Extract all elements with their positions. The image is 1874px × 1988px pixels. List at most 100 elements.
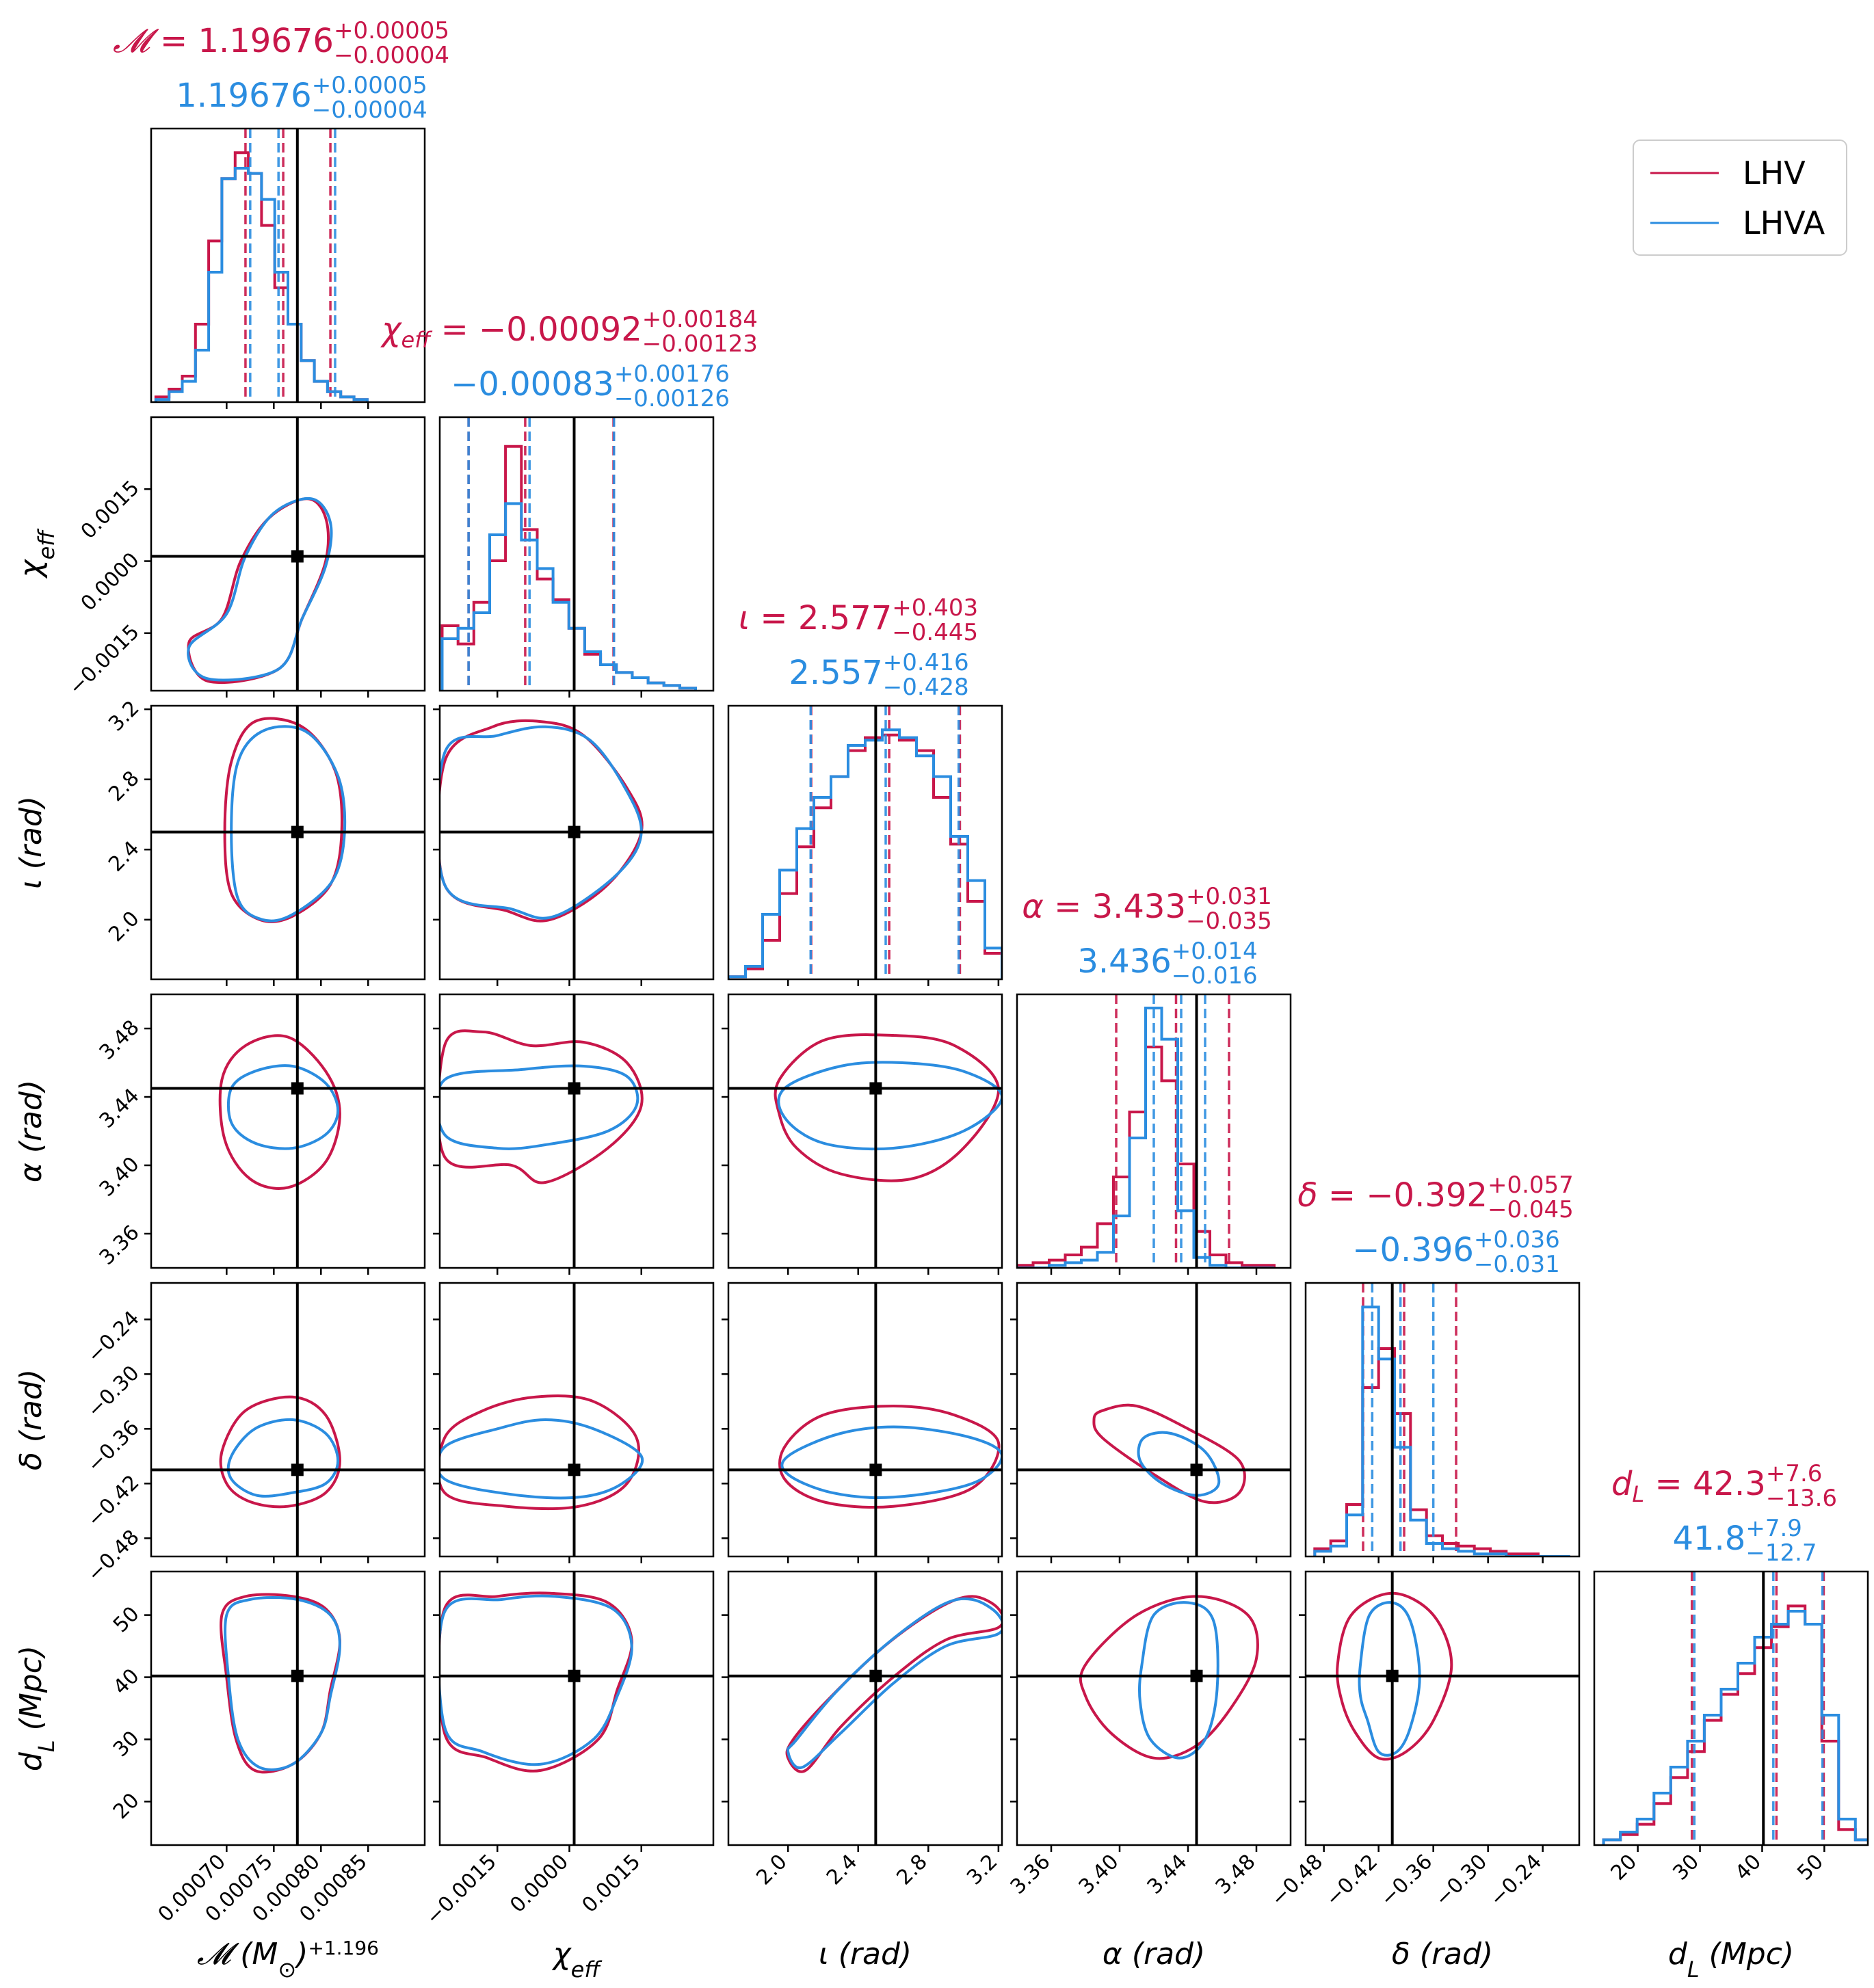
title-alpha-lhva: 3.436+0.014 −0.016	[1077, 938, 1257, 990]
legend-label-lhva: LHVA	[1743, 204, 1825, 241]
panel-frame	[438, 1570, 715, 1846]
y-tick-label-chi_eff-0: −0.0015	[64, 620, 144, 700]
panel-content	[728, 706, 1002, 979]
panel-content	[1602, 1572, 1868, 1845]
panel-frame	[150, 993, 426, 1269]
panel-content	[1313, 1283, 1570, 1556]
contour-lhv	[220, 1593, 341, 1774]
contour-lhv	[440, 1029, 644, 1184]
axis-label-x-dL: dL (Mpc)	[1668, 1937, 1794, 1983]
title-dL-lhv: dL = 42.3+7.6 −13.6	[1611, 1460, 1837, 1512]
contour-lhv	[218, 1034, 341, 1190]
panel-alpha-vs-chi_eff	[433, 993, 715, 1275]
truth-marker	[869, 1669, 882, 1682]
title-plus: +7.6	[1766, 1460, 1823, 1487]
legend-box	[1633, 140, 1847, 256]
title-plus: +7.9	[1745, 1515, 1802, 1542]
x-tick-label-delta-4: −0.24	[1486, 1850, 1547, 1911]
axis-label-main: χ	[552, 1937, 572, 1972]
title-minus: −0.045	[1488, 1196, 1574, 1223]
title-symbol: d	[1611, 1465, 1633, 1503]
panel-frame	[1016, 1570, 1292, 1846]
axis-label-sub: eff	[34, 528, 60, 560]
axis-label-main: δ (rad)	[14, 1369, 49, 1470]
histogram-lhv	[1313, 1347, 1570, 1556]
axis-label-main: ι (rad)	[14, 796, 49, 889]
title-median: 42.3	[1693, 1465, 1766, 1503]
title-iota-lhv: ι = 2.577+0.403 −0.445	[739, 594, 978, 646]
contour-lhv	[440, 1591, 633, 1773]
title-alpha-lhv: α = 3.433+0.031 −0.035	[1022, 883, 1272, 935]
panel-frame	[150, 1282, 426, 1558]
contour-lhva	[440, 1418, 644, 1500]
panel-frame	[1016, 1282, 1292, 1558]
contour-lhva	[440, 1064, 639, 1150]
title-minus: −0.016	[1172, 962, 1258, 990]
x-tick-label-delta-1: −0.42	[1321, 1850, 1383, 1911]
axis-label-main: 𝓜 (M	[197, 1937, 278, 1972]
title-eq: =	[150, 22, 198, 60]
axis-label-close: (Mpc)	[1700, 1937, 1794, 1972]
x-tick-label-dL-1: 30	[1668, 1850, 1704, 1885]
y-tick-label-delta-2: −0.36	[83, 1416, 144, 1477]
axis-label-main: δ (rad)	[1392, 1937, 1493, 1972]
truth-marker	[291, 1463, 304, 1476]
contour-lhva	[780, 1425, 1002, 1500]
y-tick-label-alpha-0: 3.36	[95, 1221, 144, 1270]
title-Mc-lhv: 𝓜 = 1.19676+0.00005 −0.00004	[113, 17, 449, 69]
x-tick-label-iota-0: 2.0	[752, 1850, 791, 1890]
panel-dL-vs-chi_eff: −0.0015 0.0000 0.0015	[421, 1570, 715, 1930]
title-symbol: δ	[1297, 1176, 1317, 1215]
title-eq: =	[750, 599, 798, 637]
axis-label-x-alpha: α (rad)	[1103, 1937, 1205, 1972]
panel-content	[151, 1572, 425, 1845]
y-tick-label-dL-2: 40	[109, 1664, 144, 1699]
x-tick-label-dL-0: 20	[1607, 1850, 1642, 1885]
panel-content	[154, 129, 369, 402]
title-median: −0.00092	[479, 310, 642, 349]
histogram-lhva	[1602, 1610, 1868, 1845]
title-Mc-lhva: 1.19676+0.00005 −0.00004	[176, 72, 427, 124]
y-tick-label-delta-4: −0.24	[83, 1306, 144, 1368]
y-tick-label-alpha-2: 3.44	[95, 1084, 144, 1133]
contour-lhva	[1137, 1601, 1219, 1760]
y-tick-label-iota-0: 2.0	[104, 907, 144, 946]
contour-lhv	[219, 1395, 341, 1509]
title-minus: −0.00004	[312, 96, 427, 124]
y-tick-label-alpha-1: 3.40	[95, 1152, 144, 1202]
panel-iota-vs-iota	[727, 704, 1003, 986]
title-median: −0.392	[1366, 1176, 1488, 1215]
panel-frame	[150, 127, 426, 403]
panel-frame	[727, 1282, 1003, 1558]
histogram-lhva	[440, 502, 697, 691]
truth-marker	[1190, 1463, 1203, 1476]
contour-lhva	[230, 725, 347, 923]
contour-lhv	[440, 719, 644, 923]
title-plus: +0.00184	[642, 306, 758, 333]
legend-label-lhv: LHV	[1743, 155, 1806, 191]
title-symbol: α	[1022, 888, 1044, 926]
title-minus: −13.6	[1766, 1485, 1837, 1512]
panel-frame	[438, 1282, 715, 1558]
title-minus: −0.031	[1474, 1251, 1560, 1278]
truth-marker	[1190, 1669, 1203, 1682]
axis-label-close: (Mpc)	[14, 1645, 49, 1740]
axis-label-main: d	[1668, 1937, 1688, 1972]
x-tick-label-alpha-0: 3.36	[1006, 1850, 1055, 1899]
y-tick-label-dL-1: 30	[109, 1726, 144, 1762]
contour-lhv	[1092, 1403, 1246, 1505]
axis-label-main: ι (rad)	[819, 1937, 912, 1972]
title-median: −0.396	[1352, 1231, 1474, 1269]
contour-lhva	[226, 1418, 340, 1498]
y-tick-label-dL-3: 50	[109, 1602, 144, 1638]
title-symbol: χ	[380, 310, 402, 349]
truth-marker	[568, 1669, 581, 1682]
panel-dL-vs-delta: −0.48−0.42−0.36−0.30−0.24	[1267, 1570, 1581, 1911]
contour-lhva	[1137, 1431, 1221, 1497]
panel-frame	[150, 416, 426, 692]
truth-marker	[291, 825, 304, 838]
title-eq: =	[430, 310, 479, 349]
panel-frame	[438, 993, 715, 1269]
contour-lhv	[774, 1033, 1000, 1182]
